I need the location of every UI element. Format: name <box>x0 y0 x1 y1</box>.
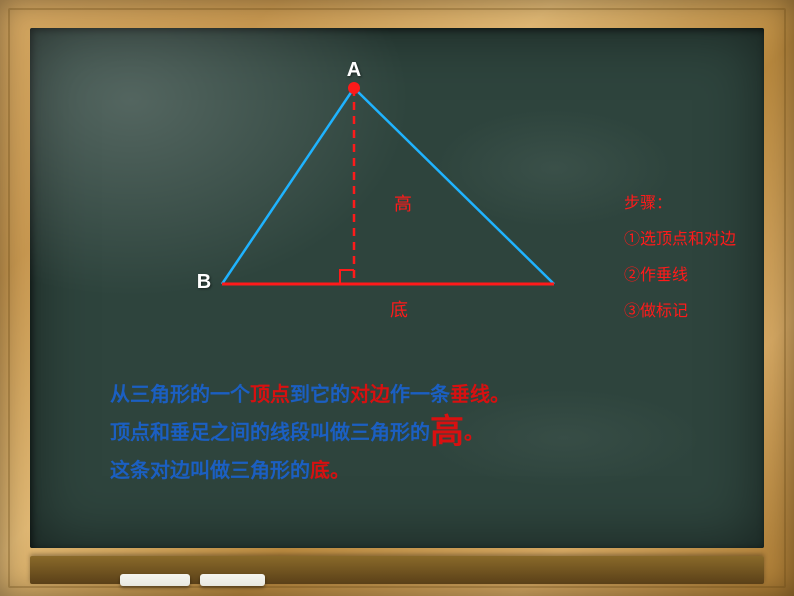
caption-line-3: 这条对边叫做三角形的底。 <box>110 452 684 490</box>
step-item: ③做标记 <box>624 300 736 324</box>
svg-text:底: 底 <box>390 300 408 320</box>
svg-text:B: B <box>197 271 211 293</box>
caption-line-2: 顶点和垂足之间的线段叫做三角形的高。 <box>110 414 684 452</box>
chalk-icon <box>200 574 265 586</box>
triangle-diagram: ABC高底 <box>140 38 560 348</box>
blackboard: ABC高底 步骤： ①选顶点和对边 ②作垂线 ③做标记 从三角形的一个顶点到它的… <box>30 28 764 548</box>
steps-panel: 步骤： ①选顶点和对边 ②作垂线 ③做标记 <box>624 192 736 336</box>
caption: 从三角形的一个顶点到它的对边作一条垂线。 顶点和垂足之间的线段叫做三角形的高。 … <box>110 376 684 490</box>
wood-frame: ABC高底 步骤： ①选顶点和对边 ②作垂线 ③做标记 从三角形的一个顶点到它的… <box>0 0 794 596</box>
step-item: ②作垂线 <box>624 264 736 288</box>
chalk-icon <box>120 574 190 586</box>
svg-text:A: A <box>347 59 361 81</box>
svg-text:高: 高 <box>394 194 412 214</box>
step-item: ①选顶点和对边 <box>624 228 736 252</box>
caption-line-1: 从三角形的一个顶点到它的对边作一条垂线。 <box>110 376 684 414</box>
steps-title: 步骤： <box>624 192 736 216</box>
